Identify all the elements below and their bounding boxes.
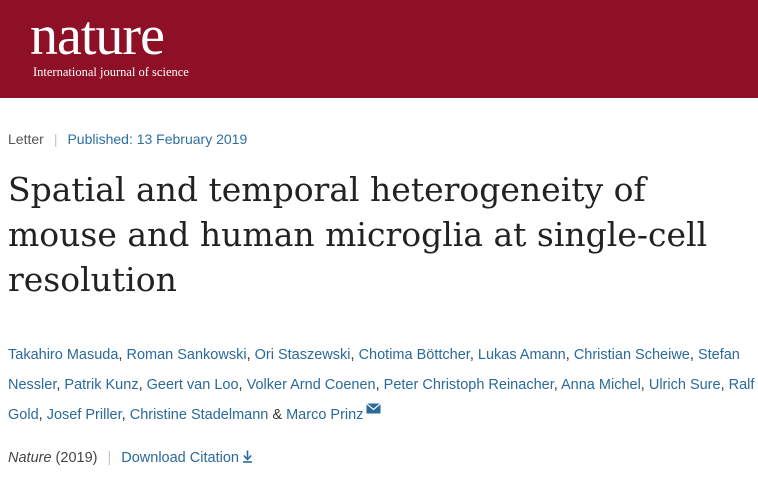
author-separator: &	[268, 407, 287, 423]
author-separator: ,	[720, 377, 729, 393]
author-separator: ,	[118, 347, 127, 363]
author-link[interactable]: Ralf Gold	[8, 377, 755, 423]
author-separator: ,	[246, 347, 255, 363]
author-link[interactable]: Geert van Loo	[146, 377, 239, 393]
site-header: nature International journal of science	[0, 0, 758, 98]
nature-logo[interactable]: nature	[30, 5, 165, 67]
article-meta: Letter | Published: 13 February 2019	[8, 130, 247, 148]
author-link[interactable]: Marco Prinz	[286, 407, 364, 423]
author-link[interactable]: Patrik Kunz	[64, 377, 139, 393]
author-separator: ,	[38, 407, 47, 423]
author-link[interactable]: Ulrich Sure	[648, 377, 721, 393]
author-link[interactable]: Peter Christoph Reinacher	[383, 377, 554, 393]
author-link[interactable]: Lukas Amann	[477, 347, 566, 363]
author-link[interactable]: Chotima Böttcher	[358, 347, 470, 363]
author-separator: ,	[689, 347, 698, 363]
author-list: Takahiro Masuda, Roman Sankowski, Ori St…	[8, 340, 756, 430]
mail-icon[interactable]	[366, 403, 382, 414]
logo-tagline: International journal of science	[33, 65, 189, 79]
author-link[interactable]: Christine Stadelmann	[129, 407, 269, 423]
author-separator: ,	[138, 377, 147, 393]
citation-year: (2019)	[51, 450, 98, 466]
author-separator: ,	[56, 377, 65, 393]
author-separator: ,	[469, 347, 478, 363]
author-separator: ,	[375, 377, 384, 393]
author-link[interactable]: Takahiro Masuda	[8, 347, 119, 363]
author-link[interactable]: Ori Staszewski	[254, 347, 351, 363]
author-separator: ,	[350, 347, 359, 363]
author-link[interactable]: Volker Arnd Coenen	[246, 377, 376, 393]
download-citation-link[interactable]: Download Citation	[121, 450, 253, 466]
citation-divider: |	[107, 450, 112, 466]
author-link[interactable]: Anna Michel	[561, 377, 641, 393]
article-title: Spatial and temporal heterogeneity of mo…	[8, 170, 708, 299]
author-link[interactable]: Roman Sankowski	[126, 347, 247, 363]
author-separator: ,	[565, 347, 574, 363]
author-separator: ,	[640, 377, 649, 393]
download-arrow-icon	[242, 450, 252, 463]
author-separator: ,	[553, 377, 561, 393]
meta-divider: |	[53, 131, 58, 147]
author-link[interactable]: Stefan Nessler	[8, 347, 740, 393]
citation-line: Nature (2019) | Download Citation	[8, 449, 253, 467]
published-date-link[interactable]: Published: 13 February 2019	[67, 131, 248, 147]
author-separator: ,	[238, 377, 247, 393]
author-link[interactable]: Christian Scheiwe	[573, 347, 690, 363]
journal-name: Nature	[8, 450, 52, 466]
author-link[interactable]: Josef Priller	[46, 407, 122, 423]
article-type: Letter	[8, 131, 44, 147]
author-separator: ,	[121, 407, 130, 423]
download-citation-label: Download Citation	[121, 450, 239, 466]
